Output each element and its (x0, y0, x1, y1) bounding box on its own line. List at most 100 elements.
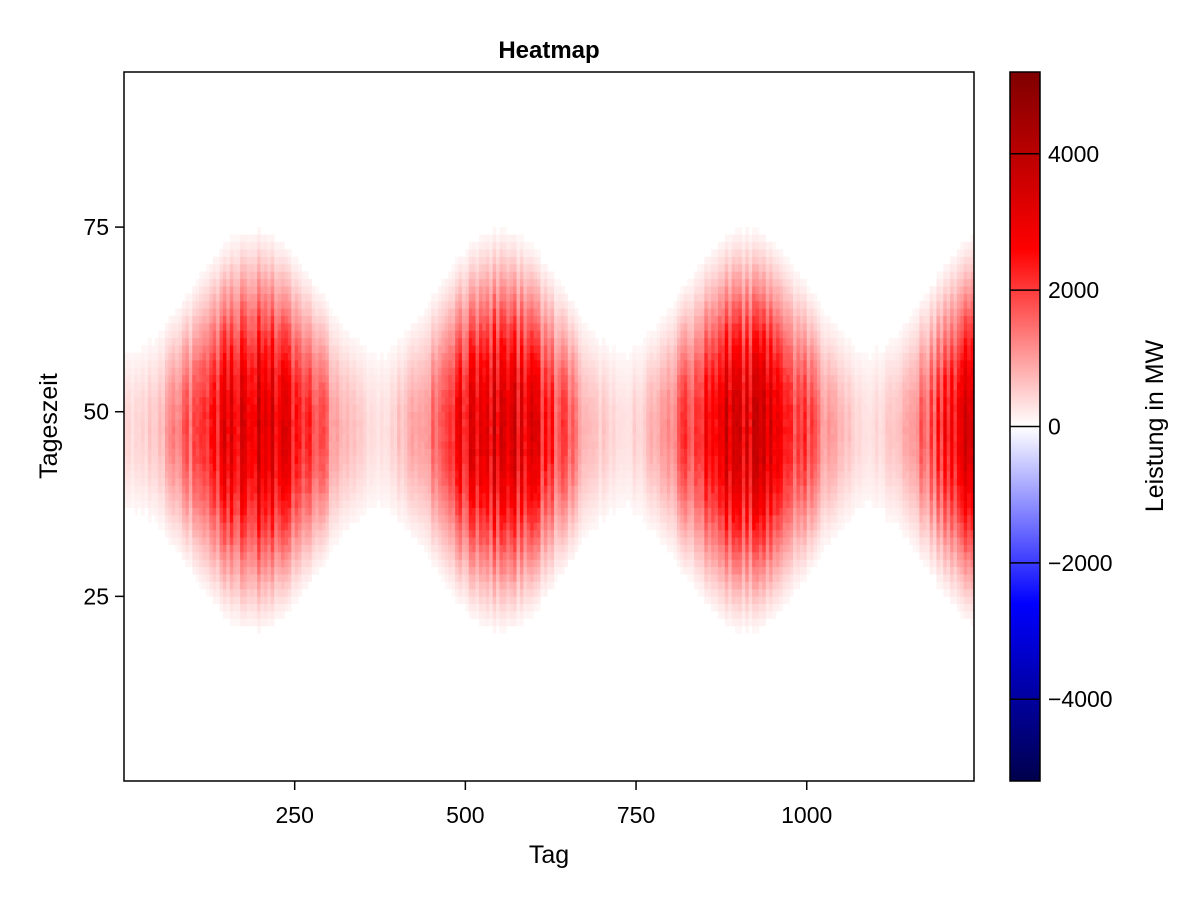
heatmap-cell (308, 537, 313, 545)
heatmap-cell (461, 426, 466, 435)
heatmap-cell (526, 485, 531, 494)
heatmap-cell (499, 271, 504, 280)
heatmap-cell (147, 507, 152, 516)
heatmap-cell (455, 441, 459, 449)
heatmap-cell (212, 552, 217, 560)
heatmap-cell (257, 566, 261, 575)
heatmap-cell (263, 396, 268, 405)
heatmap-cell (496, 478, 500, 486)
heatmap-cell (250, 581, 255, 590)
heatmap-cell (455, 300, 459, 309)
heatmap-cell (185, 300, 190, 309)
heatmap-cell (294, 537, 299, 545)
heatmap-cell (274, 300, 278, 309)
heatmap-cell (304, 382, 309, 390)
heatmap-cell (461, 463, 466, 472)
heatmap-cell (195, 544, 200, 553)
heatmap-cell (359, 463, 364, 472)
heatmap-cell (199, 515, 203, 523)
heatmap-cell (304, 574, 309, 582)
heatmap-cell (424, 352, 429, 361)
heatmap-cell (543, 308, 548, 317)
heatmap-cell (427, 448, 432, 457)
heatmap-cell (171, 360, 176, 368)
heatmap-cell (468, 566, 473, 575)
heatmap-cell (304, 559, 309, 568)
heatmap-cell (397, 433, 401, 442)
heatmap-cell (407, 515, 412, 523)
heatmap-cell (499, 234, 504, 243)
heatmap-cell (315, 374, 319, 383)
heatmap-cell (281, 382, 285, 390)
heatmap-cell (240, 456, 244, 464)
heatmap-cell (499, 478, 504, 486)
heatmap-cell (284, 581, 289, 590)
heatmap-cell (427, 478, 432, 486)
heatmap-cell (472, 537, 476, 545)
heatmap-cell (489, 389, 493, 398)
heatmap-cell (127, 360, 132, 368)
heatmap-cell (537, 352, 541, 361)
heatmap-cell (516, 234, 521, 243)
heatmap-cell (161, 433, 166, 442)
heatmap-cell (212, 404, 217, 413)
heatmap-cell (267, 492, 272, 501)
heatmap-cell (345, 330, 350, 339)
heatmap-cell (448, 337, 453, 346)
heatmap-cell (226, 603, 231, 612)
heatmap-cell (250, 278, 255, 287)
heatmap-cell (465, 507, 470, 516)
heatmap-cell (455, 404, 459, 413)
heatmap-cell (277, 374, 282, 383)
heatmap-cell (482, 588, 487, 597)
heatmap-cell (461, 293, 466, 302)
heatmap-cell (202, 552, 207, 560)
heatmap-cell (294, 574, 299, 582)
heatmap-cell (479, 337, 483, 346)
heatmap-cell (277, 470, 282, 479)
heatmap-cell (352, 456, 357, 464)
heatmap-cell (499, 264, 504, 272)
heatmap-cell (151, 500, 156, 509)
heatmap-cell (342, 345, 347, 353)
heatmap-cell (281, 278, 285, 287)
heatmap-cell (407, 360, 412, 368)
heatmap-cell (229, 581, 234, 590)
heatmap-cell (537, 256, 541, 265)
heatmap-cell (472, 315, 476, 324)
heatmap-cell (308, 441, 313, 449)
heatmap-cell (291, 286, 295, 294)
heatmap-cell (199, 463, 203, 472)
heatmap-cell (294, 478, 299, 486)
heatmap-cell (530, 485, 534, 494)
heatmap-cell (168, 456, 173, 464)
heatmap-cell (205, 374, 210, 383)
heatmap-cell (216, 256, 220, 265)
heatmap-cell (472, 374, 476, 383)
heatmap-cell (281, 241, 285, 250)
heatmap-cell (479, 249, 483, 257)
heatmap-cell (284, 596, 289, 605)
heatmap-cell (356, 389, 360, 398)
heatmap-cell (441, 574, 446, 582)
heatmap-cell (537, 337, 541, 346)
heatmap-cell (294, 470, 299, 479)
heatmap-cell (277, 286, 282, 294)
heatmap-cell (397, 404, 401, 413)
heatmap-cell (475, 581, 480, 590)
heatmap-cell (438, 404, 442, 413)
heatmap-cell (400, 433, 405, 442)
heatmap-cell (281, 293, 285, 302)
heatmap-cell (547, 507, 551, 516)
heatmap-cell (499, 515, 504, 523)
heatmap-cell (502, 529, 507, 538)
heatmap-cell (243, 256, 248, 265)
heatmap-cell (209, 566, 214, 575)
heatmap-cell (318, 337, 323, 346)
heatmap-cell (509, 611, 514, 619)
heatmap-cell (298, 544, 302, 553)
heatmap-cell (492, 507, 497, 516)
heatmap-cell (424, 492, 429, 501)
heatmap-cell (216, 389, 220, 398)
heatmap-cell (373, 360, 377, 368)
